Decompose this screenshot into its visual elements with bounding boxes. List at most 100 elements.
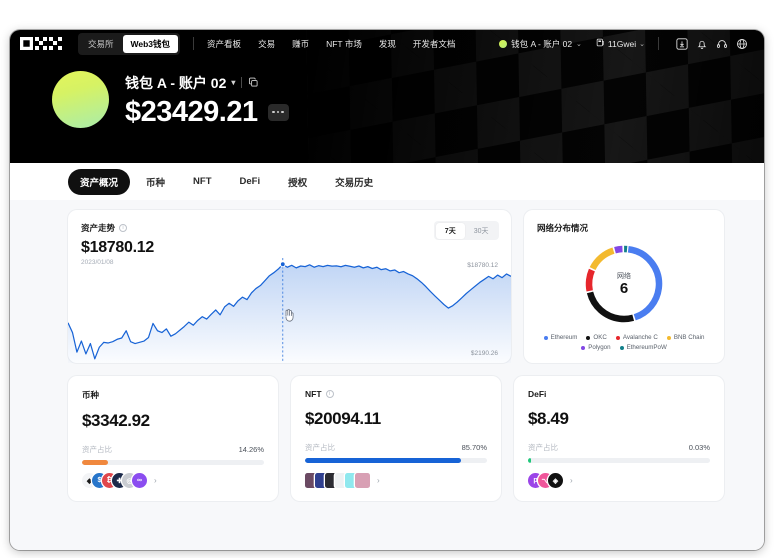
okx-logo[interactable]	[20, 37, 62, 50]
range-7d[interactable]: 7天	[435, 222, 465, 239]
legend-color-dot	[666, 335, 671, 340]
ratio-label: 资产占比	[82, 445, 112, 454]
trend-line-svg	[68, 258, 511, 363]
tab-approvals[interactable]: 授权	[288, 177, 308, 189]
summary-card-title: DeFi	[528, 389, 547, 399]
network-donut-chart[interactable]: 网络 6	[537, 240, 711, 328]
ratio-progress-bar	[305, 458, 487, 463]
asset-icon-strip[interactable]: ◆ $ ₿ ✚ ◎ ∞ ›	[82, 473, 157, 488]
nav-divider-2	[658, 37, 659, 50]
wallet-avatar[interactable]	[52, 71, 109, 128]
legend-item-ethereumpow[interactable]: EthereumPoW	[619, 344, 667, 351]
info-icon[interactable]: i	[119, 224, 128, 232]
divider	[241, 77, 243, 88]
hero-section: 交易所 Web3钱包 资产看板 交易 赚币 NFT 市场 发现 开发者文档 钱包…	[10, 30, 764, 163]
tab-nft[interactable]: NFT	[193, 176, 212, 187]
ratio-row: 资产占比 0.03%	[528, 442, 710, 453]
legend-color-dot	[619, 345, 624, 350]
account-avatar-dot	[499, 39, 508, 48]
nav-link-earn[interactable]: 赚币	[292, 38, 310, 49]
donut-center-value: 6	[619, 280, 629, 298]
ratio-progress-fill	[305, 458, 461, 463]
chevron-down-icon[interactable]: ▾	[231, 78, 236, 87]
download-icon[interactable]	[672, 34, 692, 54]
ratio-row: 资产占比 14.26%	[82, 444, 264, 455]
legend-label: EthereumPoW	[626, 344, 667, 351]
donut-segment-okc[interactable]	[585, 245, 663, 323]
gas-price-selector[interactable]: 11Gwei ⌄	[596, 38, 645, 49]
range-30d[interactable]: 30天	[473, 227, 489, 235]
info-icon[interactable]: i	[325, 390, 334, 398]
bell-icon[interactable]	[692, 34, 712, 54]
legend-color-dot	[586, 335, 591, 340]
summary-card-币种: 币种 $3342.92 资产占比 14.26% ◆ $ ₿ ✚ ◎ ∞ ›	[68, 376, 278, 501]
summary-card-title-row: DeFi	[528, 389, 710, 399]
chart-axis-low-label: $2190.26	[470, 350, 498, 357]
legend-color-dot	[615, 335, 620, 340]
wallet-summary: 钱包 A - 账户 02 ▾ $23429.21	[10, 57, 764, 128]
gas-price-label: 11Gwei	[607, 38, 637, 49]
nav-link-nft-market[interactable]: NFT 市场	[326, 38, 362, 49]
product-toggle: 交易所 Web3钱包	[78, 32, 181, 55]
nav-link-trade[interactable]: 交易	[258, 38, 276, 49]
summary-card-defi: DeFi $8.49 资产占比 0.03% p ⌥ ◈ ›	[514, 376, 724, 501]
legend-item-ethereum[interactable]: Ethereum	[543, 334, 578, 341]
nav-links: 资产看板 交易 赚币 NFT 市场 发现 开发者文档	[207, 38, 455, 50]
tab-overview[interactable]: 资产概况	[68, 168, 131, 195]
purple-token-icon: ∞	[132, 473, 147, 488]
legend-color-dot	[581, 345, 586, 350]
icon-stack: p ⌥ ◈	[528, 473, 563, 488]
asset-trend-chart[interactable]: $18780.12 $2190.26	[68, 258, 511, 363]
wallet-info: 钱包 A - 账户 02 ▾ $23429.21	[125, 73, 289, 127]
summary-card-value: $3342.92	[82, 411, 150, 430]
copy-icon[interactable]	[248, 75, 259, 91]
asset-icon-strip[interactable]: p ⌥ ◈ ›	[528, 473, 573, 488]
summary-card-title: 币种	[82, 390, 100, 400]
legend-label: OKC	[593, 334, 607, 341]
chevron-right-icon[interactable]: ›	[377, 476, 380, 485]
legend-item-okc[interactable]: OKC	[586, 334, 607, 341]
nav-link-dev-docs[interactable]: 开发者文档	[412, 38, 456, 49]
donut-segment-ethereum[interactable]	[585, 245, 663, 323]
headset-icon[interactable]	[712, 34, 732, 54]
ratio-percent: 85.70%	[461, 443, 487, 452]
nav-divider	[193, 37, 195, 50]
asset-icon-strip[interactable]: ›	[305, 473, 380, 488]
product-toggle-exchange[interactable]: 交易所	[88, 38, 114, 49]
legend-label: Ethereum	[550, 334, 578, 341]
donut-segment-avalanche-c[interactable]	[585, 245, 663, 323]
nav-link-assets[interactable]: 资产看板	[207, 38, 242, 49]
nav-link-discover[interactable]: 发现	[378, 38, 396, 49]
globe-icon[interactable]	[732, 34, 752, 54]
network-legend: Ethereum OKC Avalanche C BNB Chain Polygon Et…	[537, 334, 711, 351]
account-selector[interactable]: 钱包 A - 账户 02 ⌄	[499, 38, 582, 50]
wallet-name-label: 钱包 A - 账户 02	[125, 74, 227, 91]
ratio-progress-fill	[528, 458, 531, 463]
ratio-percent: 14.26%	[238, 445, 264, 454]
donut-svg	[585, 245, 663, 323]
chevron-right-icon[interactable]: ›	[154, 476, 157, 485]
chevron-right-icon[interactable]: ›	[570, 476, 573, 485]
more-options-button[interactable]	[267, 103, 289, 121]
tab-defi[interactable]: DeFi	[239, 176, 261, 187]
range-toggle: 7天 30天	[434, 221, 499, 240]
navbar-right: 钱包 A - 账户 02 ⌄ 11Gwei ⌄	[499, 34, 752, 54]
tab-tokens[interactable]: 币种	[146, 177, 166, 189]
legend-item-avalanche-c[interactable]: Avalanche C	[615, 334, 658, 341]
main-content: 资产走势 i $18780.12 2023/01/08 7天 30天	[10, 200, 764, 550]
product-toggle-web3wallet[interactable]: Web3钱包	[122, 34, 179, 53]
donut-center: 网络 6	[537, 240, 711, 328]
summary-card-nft: NFT i $20094.11 资产占比 85.70% ›	[291, 376, 501, 501]
legend-item-bnb-chain[interactable]: BNB Chain	[666, 334, 704, 341]
balance-row: $23429.21	[125, 97, 289, 127]
okx-logo-o	[20, 37, 33, 50]
chart-axis-high-label: $18780.12	[467, 262, 498, 269]
ratio-progress-fill	[82, 460, 108, 465]
top-card-row: 资产走势 i $18780.12 2023/01/08 7天 30天	[68, 210, 724, 363]
tab-history[interactable]: 交易历史	[335, 177, 374, 189]
legend-item-polygon[interactable]: Polygon	[581, 344, 611, 351]
ratio-label: 资产占比	[528, 443, 558, 452]
legend-color-dot	[543, 335, 548, 340]
asset-trend-date: 2023/01/08	[81, 259, 114, 266]
ratio-progress-bar	[528, 458, 710, 463]
